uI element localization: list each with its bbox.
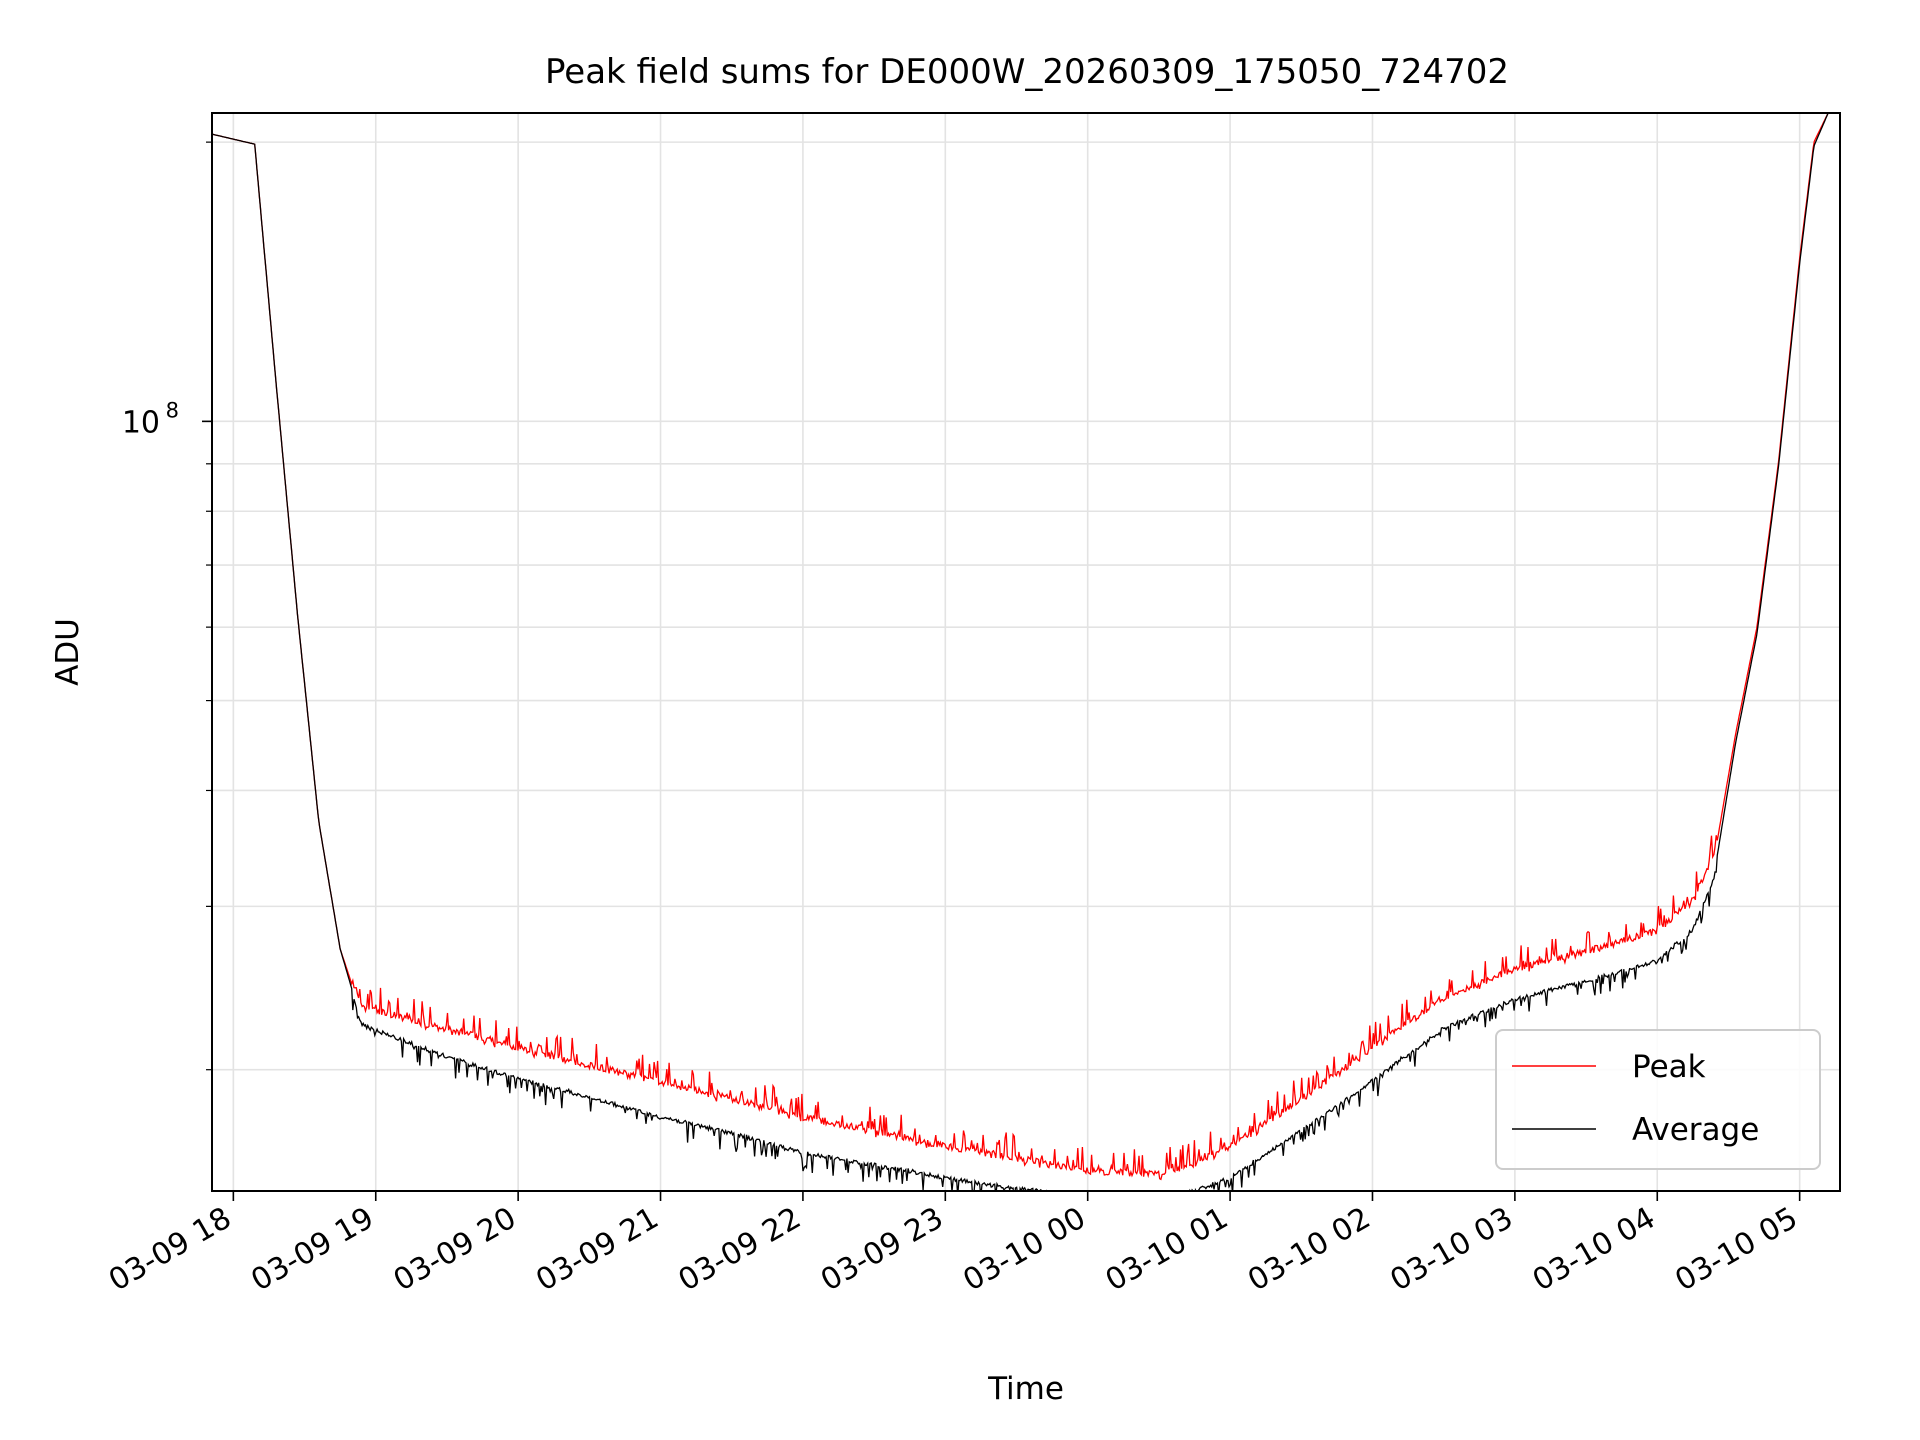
y-axis-label: ADU: [50, 618, 86, 686]
plot-frame: [211, 112, 1841, 1192]
legend-box: [1495, 1029, 1821, 1170]
x-axis-label: Time: [987, 1371, 1064, 1407]
y-axis: 10 8: [122, 141, 212, 1071]
series-line-peak: [212, 113, 1829, 1181]
legend-label-peak: Peak: [1632, 1049, 1706, 1085]
chart-title: Peak field sums for DE000W_20260309_1750…: [545, 52, 1509, 92]
legend: Peak Average: [1495, 1029, 1821, 1170]
y-tick-label: 10: [122, 405, 160, 440]
legend-label-average: Average: [1632, 1112, 1759, 1148]
grid: [212, 113, 1840, 1191]
series-line-average: [212, 113, 1829, 1191]
series-layer: [212, 113, 1829, 1191]
y-tick-exponent: 8: [166, 398, 179, 422]
